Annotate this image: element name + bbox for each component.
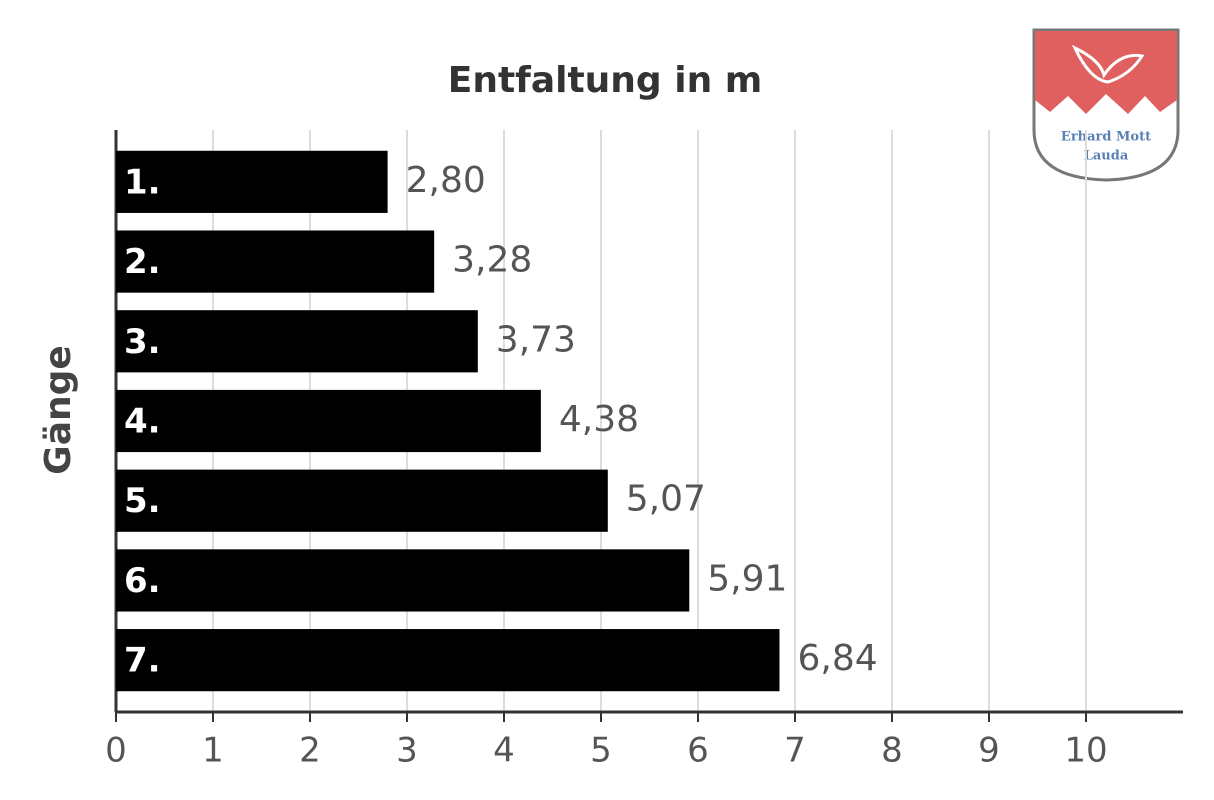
x-tick-label: 0 xyxy=(105,731,127,771)
x-tick-label: 3 xyxy=(396,731,418,771)
category-label: 6. xyxy=(124,561,161,601)
x-tick-label: 2 xyxy=(299,731,321,771)
bar xyxy=(116,629,780,692)
x-tick-label: 1 xyxy=(202,731,224,771)
y-axis-label: Gänge xyxy=(38,345,79,475)
category-label: 5. xyxy=(124,481,161,521)
bar xyxy=(116,310,478,373)
bar xyxy=(116,230,435,293)
logo-text: Lauda xyxy=(1084,149,1129,164)
logo-text: Erhard Mott xyxy=(1061,130,1151,145)
value-label: 4,38 xyxy=(559,399,639,440)
bar xyxy=(116,469,608,532)
chart-title: Entfaltung in m xyxy=(448,60,763,101)
value-label: 3,28 xyxy=(452,240,532,281)
value-label: 2,80 xyxy=(406,160,486,201)
x-tick-label: 9 xyxy=(978,731,1000,771)
value-label: 5,07 xyxy=(626,479,706,520)
category-label: 3. xyxy=(124,322,161,362)
category-label: 1. xyxy=(124,162,161,202)
value-label: 6,84 xyxy=(797,638,877,679)
value-label: 3,73 xyxy=(496,319,576,360)
category-label: 7. xyxy=(124,641,161,681)
bar xyxy=(116,150,388,213)
x-tick-label: 6 xyxy=(687,731,709,771)
x-tick-label: 8 xyxy=(881,731,903,771)
x-tick-label: 10 xyxy=(1064,731,1107,771)
x-tick-label: 4 xyxy=(493,731,515,771)
category-label: 2. xyxy=(124,242,161,282)
x-tick-label: 5 xyxy=(590,731,612,771)
category-label: 4. xyxy=(124,402,161,442)
x-tick-label: 7 xyxy=(784,731,806,771)
value-label: 5,91 xyxy=(707,558,787,599)
logo-butterfly xyxy=(1071,44,1145,84)
bar xyxy=(116,389,541,453)
logo: Erhard Mott Lauda xyxy=(1032,28,1180,182)
bar xyxy=(116,549,690,612)
